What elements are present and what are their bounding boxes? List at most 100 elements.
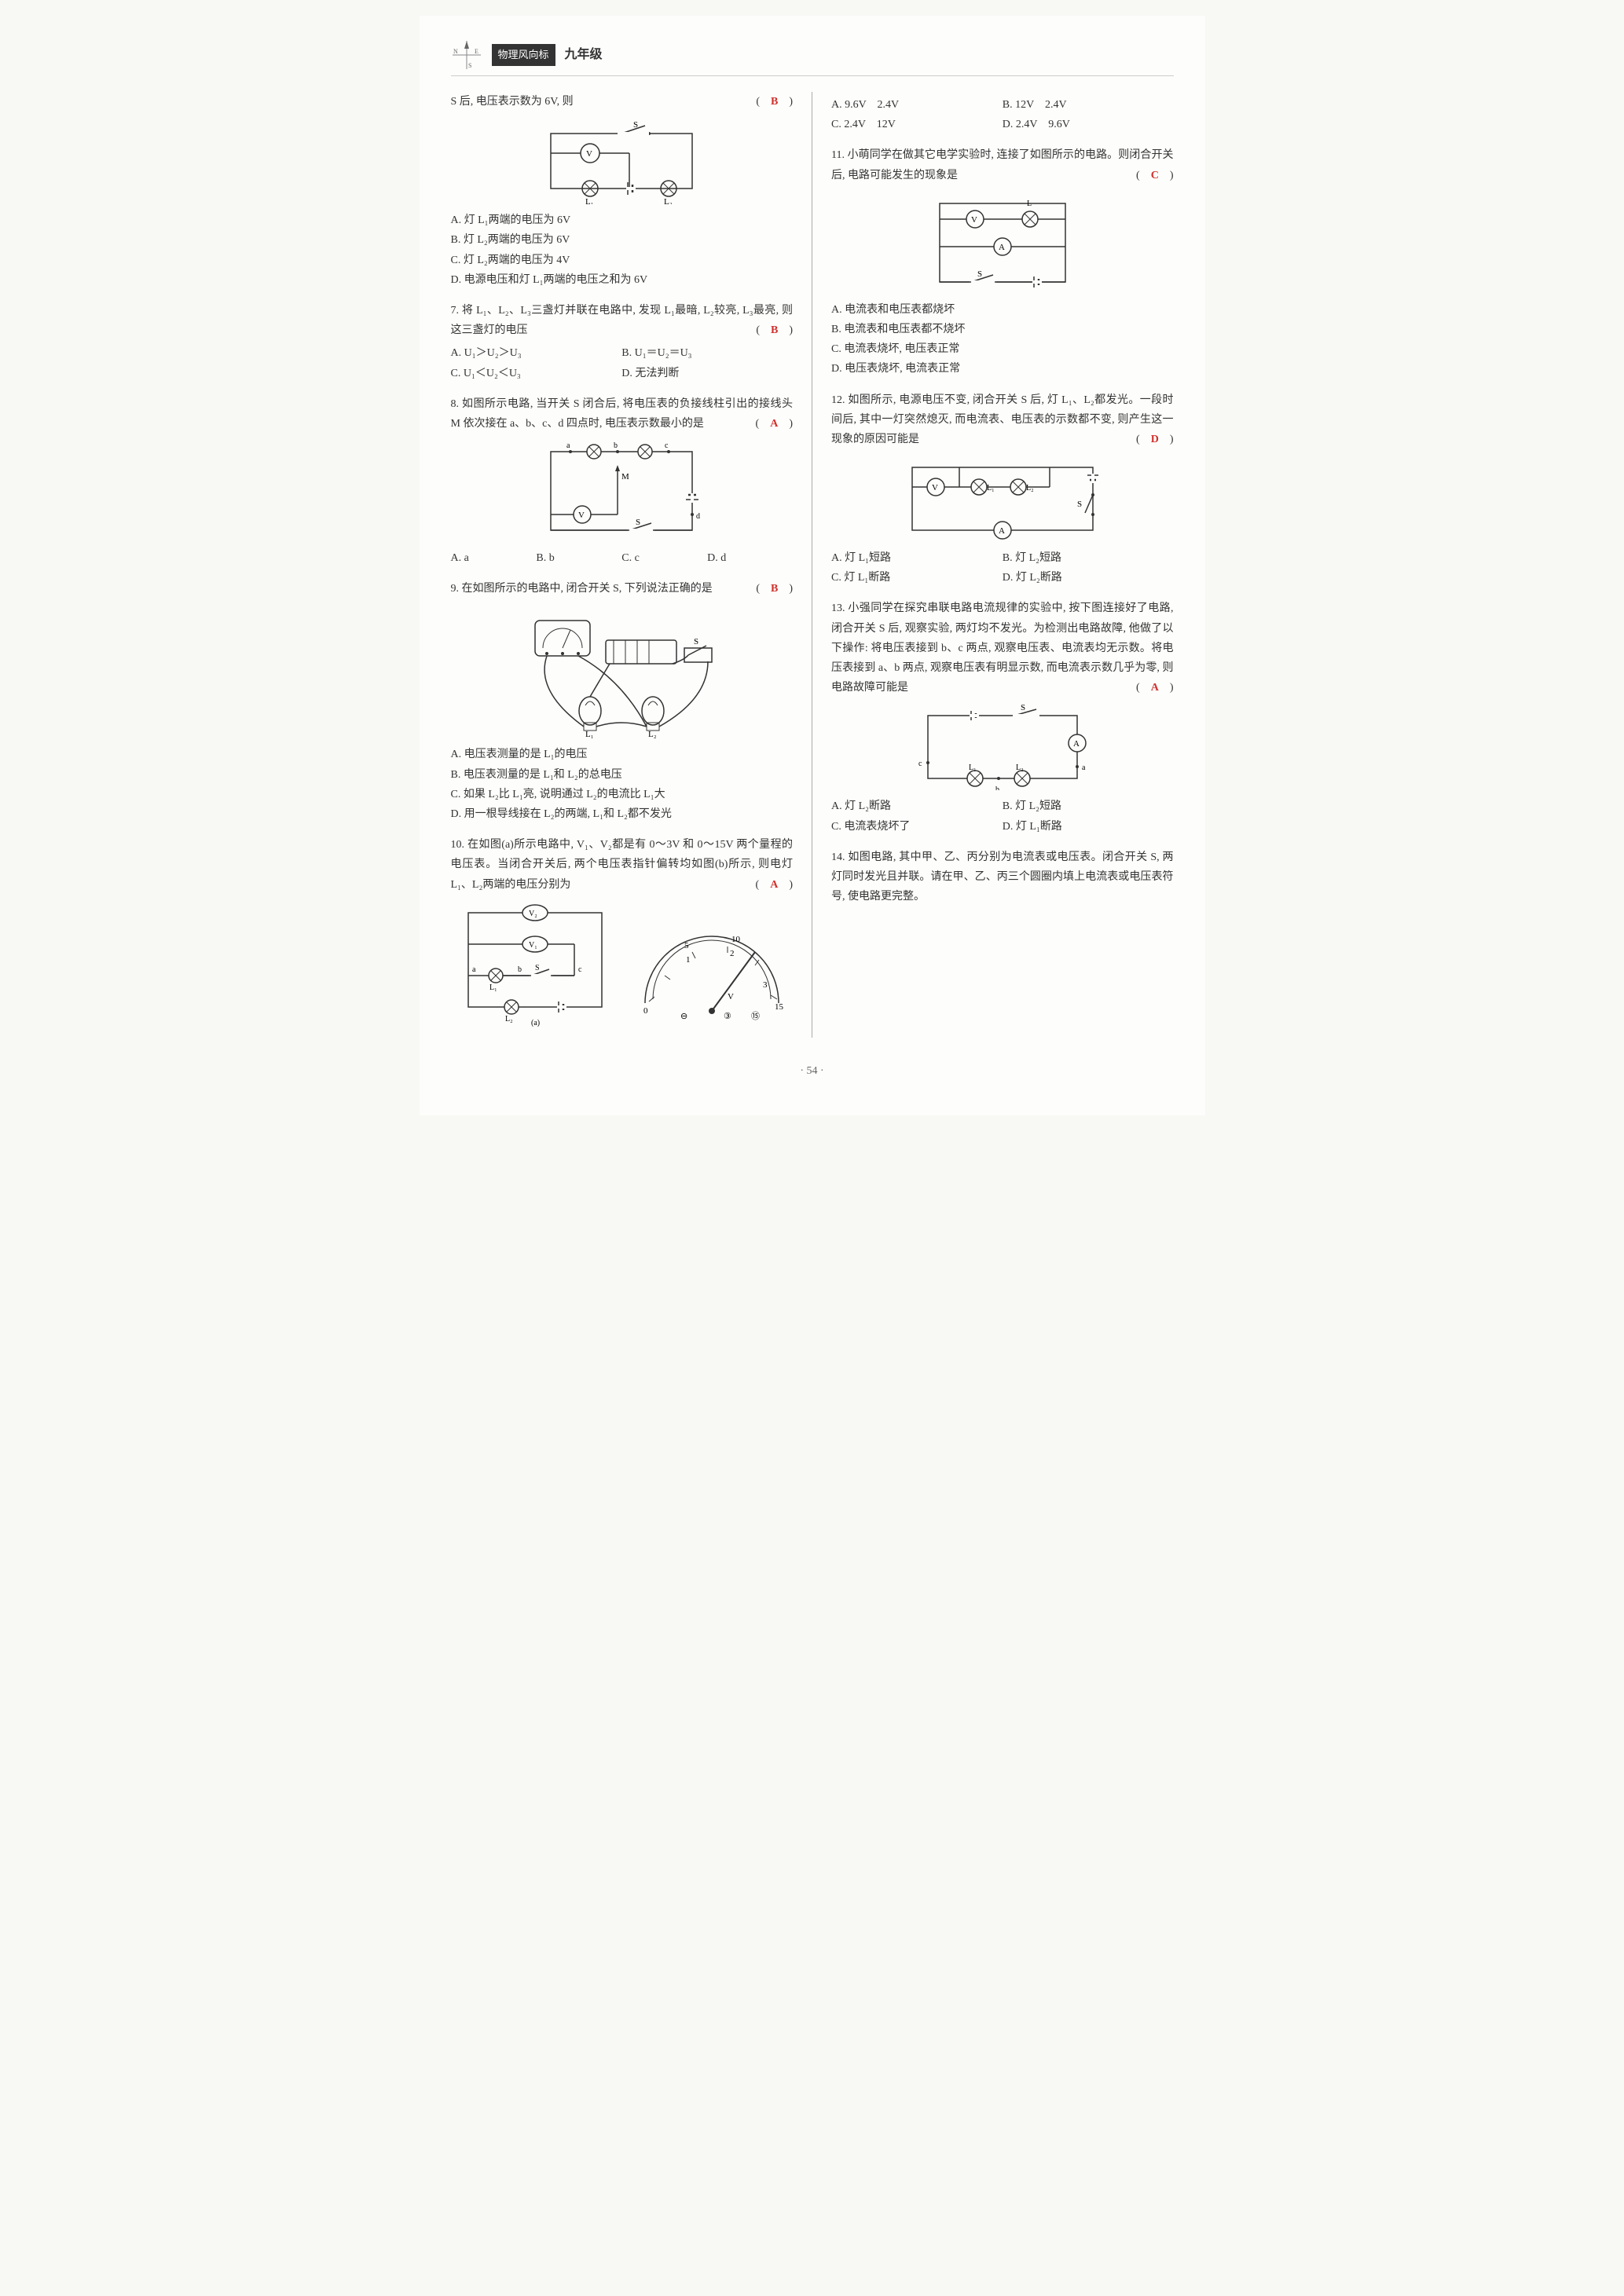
svg-text:L₁: L₁ [585, 197, 594, 204]
q8-options: A. a B. b C. c D. d [451, 548, 794, 568]
q8-opt-a: A. a [451, 548, 537, 568]
q13-options: A. 灯 L₂断路 B. 灯 L₂短路 C. 电流表烧坏了 D. 灯 L₁断路 [831, 796, 1174, 836]
svg-text:L₂: L₂ [505, 1015, 513, 1023]
svg-text:b: b [995, 785, 999, 790]
q10-answer-bracket: ( A ) [756, 875, 793, 895]
q7-opt-a: A. U₁＞U₂＞U₃ [451, 343, 622, 363]
q9-stem: 9. 在如图所示的电路中, 闭合开关 S, 下列说法正确的是 ( B ) [451, 579, 794, 599]
q12-opt-c: C. 灯 L₁断路 [831, 568, 1003, 588]
svg-text:d: d [696, 512, 700, 521]
q10-opt-a: A. 9.6V 2.4V [831, 95, 1003, 115]
q11-opt-d: D. 电压表烧坏, 电流表正常 [831, 359, 1174, 379]
right-column: A. 9.6V 2.4V B. 12V 2.4V C. 2.4V 12V D. … [831, 92, 1174, 1038]
question-13: 13. 小强同学在探究串联电路电流规律的实验中, 按下图连接好了电路, 闭合开关… [831, 599, 1174, 836]
svg-text:S: S [1021, 704, 1025, 712]
svg-text:b: b [614, 441, 618, 450]
question-6: S 后, 电压表示数为 6V, 则 ( B ) S V [451, 92, 794, 290]
page-container: N E S 物理风向标 九年级 S 后, 电压表示数为 6V, 则 ( B ) [420, 16, 1205, 1115]
q14-stem: 14. 如图电路, 其中甲、乙、丙分别为电流表或电压表。闭合开关 S, 两灯同时… [831, 848, 1174, 907]
series-badge: 物理风向标 [492, 44, 555, 65]
svg-text:10: 10 [731, 935, 741, 944]
page-number: · 54 · [451, 1061, 1174, 1081]
svg-text:c: c [578, 965, 582, 974]
svg-text:S: S [694, 637, 698, 646]
svg-text:c: c [665, 441, 669, 450]
q10-stem: 10. 在如图(a)所示电路中, V₁、V₂都是有 0～3V 和 0～15V 两… [451, 835, 794, 895]
q7-opt-b: B. U₁＝U₂＝U₃ [621, 343, 793, 363]
q6-tail-text: S 后, 电压表示数为 6V, 则 [451, 96, 574, 108]
q6-stem: S 后, 电压表示数为 6V, 则 ( B ) [451, 92, 794, 112]
q6-opt-a: A. 灯 L₁两端的电压为 6V [451, 211, 794, 230]
svg-text:1: 1 [686, 955, 691, 965]
circuit-diagram-icon: S V L₁ [535, 118, 708, 204]
two-column-layout: S 后, 电压表示数为 6V, 则 ( B ) S V [451, 92, 1174, 1038]
q10-opt-b: B. 12V 2.4V [1003, 95, 1174, 115]
q9-answer: B [771, 583, 778, 595]
svg-text:S: S [1077, 500, 1082, 509]
q12-opt-d: D. 灯 L₂断路 [1003, 568, 1174, 588]
q13-figure: S A L₁ L₂ c b a [831, 704, 1174, 790]
svg-text:L₂: L₂ [1026, 484, 1034, 493]
svg-text:③: ③ [724, 1012, 731, 1021]
q7-answer: B [771, 324, 778, 336]
q12-options: A. 灯 L₁短路 B. 灯 L₂短路 C. 灯 L₁断路 D. 灯 L₂断路 [831, 548, 1174, 588]
svg-text:⊖: ⊖ [680, 1012, 687, 1021]
svg-text:M: M [621, 472, 629, 482]
q12-answer: D [1151, 434, 1159, 445]
svg-text:S: S [636, 518, 640, 527]
q7-options: A. U₁＞U₂＞U₃ B. U₁＝U₂＝U₃ C. U₁＜U₂＜U₃ D. 无… [451, 343, 794, 383]
svg-text:V: V [971, 215, 977, 225]
question-10: 10. 在如图(a)所示电路中, V₁、V₂都是有 0～3V 和 0～15V 两… [451, 835, 794, 1027]
page-header: N E S 物理风向标 九年级 [451, 39, 1174, 76]
svg-text:(a): (a) [531, 1019, 540, 1027]
svg-text:V: V [932, 483, 938, 493]
q12-opt-a: A. 灯 L₁短路 [831, 548, 1003, 568]
q7-opt-d: D. 无法判断 [621, 364, 793, 383]
svg-text:V₁: V₁ [529, 941, 537, 950]
q6-options: A. 灯 L₁两端的电压为 6V B. 灯 L₂两端的电压为 6V C. 灯 L… [451, 211, 794, 290]
svg-text:L₂: L₂ [664, 197, 673, 204]
q8-opt-b: B. b [536, 548, 621, 568]
svg-text:L₁: L₁ [969, 764, 977, 772]
q9-opt-a: A. 电压表测量的是 L₁的电压 [451, 745, 794, 764]
svg-text:S: S [633, 120, 638, 130]
svg-text:L: L [1027, 200, 1032, 208]
q11-answer-bracket: ( C ) [1136, 166, 1173, 185]
q8-opt-c: C. c [621, 548, 707, 568]
q8-figure: a b c M V [451, 440, 794, 542]
q6-answer-bracket: ( B ) [756, 92, 793, 112]
svg-text:V: V [586, 149, 592, 159]
svg-text:N: N [453, 48, 458, 55]
svg-text:S: S [535, 964, 540, 972]
left-column: S 后, 电压表示数为 6V, 则 ( B ) S V [451, 92, 794, 1038]
svg-text:a: a [566, 441, 570, 450]
svg-text:b: b [518, 965, 522, 974]
q11-opt-b: B. 电流表和电压表都不烧坏 [831, 320, 1174, 339]
q13-answer: A [1151, 682, 1159, 694]
svg-text:L₁: L₁ [489, 983, 497, 992]
q12-opt-b: B. 灯 L₂短路 [1003, 548, 1174, 568]
circuit-diagram-icon: a b c M V [535, 440, 708, 542]
q9-opt-c: C. 如果 L₂比 L₁亮, 说明通过 L₂的电流比 L₁大 [451, 785, 794, 804]
q13-opt-d: D. 灯 L₁断路 [1003, 817, 1174, 837]
svg-text:V: V [728, 992, 734, 1002]
q9-opt-b: B. 电压表测量的是 L₁和 L₂的总电压 [451, 765, 794, 785]
q7-answer-bracket: ( B ) [756, 320, 793, 340]
q11-figure: V L A [831, 192, 1174, 294]
q9-opt-d: D. 用一根导线接在 L₂的两端, L₁和 L₂都不发光 [451, 804, 794, 824]
q9-answer-bracket: ( B ) [756, 579, 793, 599]
q12-answer-bracket: ( D ) [1136, 430, 1173, 449]
svg-text:3: 3 [763, 980, 768, 990]
question-14: 14. 如图电路, 其中甲、乙、丙分别为电流表或电压表。闭合开关 S, 两灯同时… [831, 848, 1174, 907]
q13-opt-b: B. 灯 L₂短路 [1003, 796, 1174, 816]
question-11: 11. 小萌同学在做其它电学实验时, 连接了如图所示的电路。则闭合开关后, 电路… [831, 145, 1174, 379]
q9-figure: S L₁ L₂ [451, 605, 794, 738]
q13-opt-a: A. 灯 L₂断路 [831, 796, 1003, 816]
q10-figure: V₂ V₁ abc L₁ [451, 901, 794, 1027]
svg-text:a: a [1082, 764, 1086, 772]
q9-options: A. 电压表测量的是 L₁的电压 B. 电压表测量的是 L₁和 L₂的总电压 C… [451, 745, 794, 824]
q10-answer: A [770, 879, 778, 891]
q10-opt-d: D. 2.4V 9.6V [1003, 115, 1174, 134]
q13-answer-bracket: ( A ) [1136, 678, 1173, 698]
q6-answer: B [771, 96, 778, 108]
